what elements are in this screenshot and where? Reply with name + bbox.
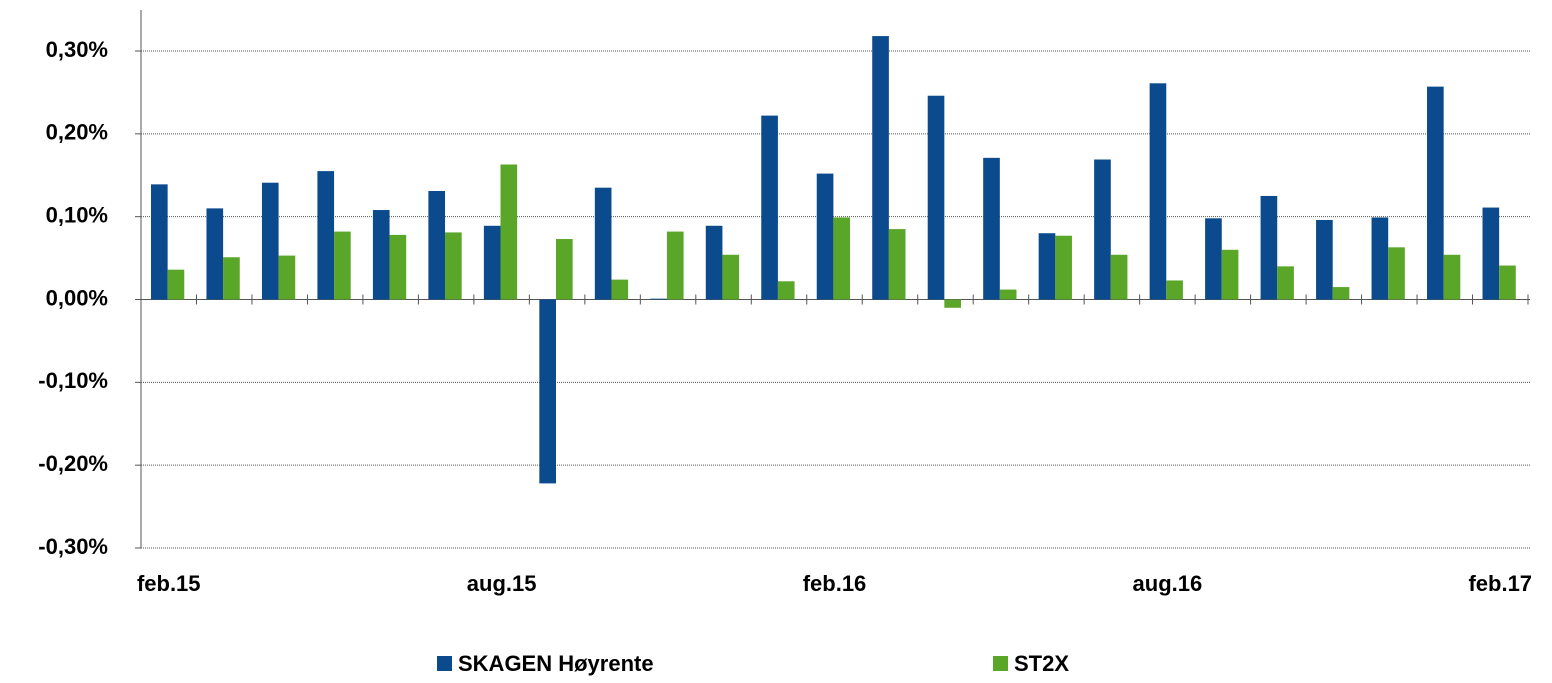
bar [1094, 159, 1111, 300]
bar [372, 210, 390, 300]
bar [1277, 266, 1294, 300]
bar [317, 171, 335, 300]
bar [888, 229, 906, 300]
bar [1371, 217, 1389, 300]
legend-label: ST2X [1014, 651, 1069, 676]
bar [1149, 83, 1167, 300]
bar [445, 232, 462, 300]
bar [223, 257, 240, 300]
bar [1055, 235, 1072, 300]
x-tick-label: feb.16 [803, 571, 867, 596]
bar [705, 225, 723, 300]
legend-swatch [993, 656, 1008, 671]
bar [167, 269, 185, 300]
bar [334, 231, 351, 300]
bar [1110, 254, 1128, 300]
y-tick-label: -0,10% [38, 368, 108, 393]
bar [872, 36, 889, 300]
y-tick-label: -0,30% [38, 534, 108, 559]
y-tick-label: 0,30% [46, 37, 108, 62]
x-tick-label: feb.15 [137, 571, 201, 596]
y-tick-label: 0,20% [46, 120, 108, 145]
bar [944, 299, 961, 308]
legend-swatch [437, 656, 452, 671]
bar [983, 157, 1000, 300]
bar [278, 255, 296, 300]
bar [777, 281, 795, 300]
bar [1205, 218, 1222, 300]
bar [666, 231, 684, 300]
bar [1482, 207, 1500, 300]
bar [1260, 195, 1278, 300]
bar [611, 279, 629, 300]
bar [650, 298, 667, 300]
bar [555, 239, 573, 300]
bar [539, 299, 556, 484]
bar [722, 254, 740, 300]
bar [1388, 247, 1405, 300]
bar [261, 182, 279, 300]
bar [927, 95, 945, 300]
bar [389, 234, 407, 300]
x-tick-label: aug.15 [467, 571, 537, 596]
y-tick-label: -0,20% [38, 451, 108, 476]
bar [483, 225, 501, 300]
bar [1316, 219, 1333, 300]
bar [500, 164, 518, 300]
bar [1221, 249, 1239, 300]
bar [428, 190, 446, 300]
bar [816, 173, 834, 300]
bar [833, 217, 851, 300]
y-tick-label: 0,00% [46, 285, 108, 310]
bar [1038, 233, 1056, 300]
legend-label: SKAGEN Høyrente [458, 651, 654, 676]
bar [761, 115, 778, 300]
y-tick-label: 0,10% [46, 202, 108, 227]
bar [594, 187, 612, 300]
bar [999, 289, 1017, 300]
bar [1166, 280, 1183, 300]
bar [206, 208, 224, 300]
bar [1443, 254, 1461, 300]
bar [150, 184, 168, 300]
x-tick-label: feb.17 [1468, 571, 1532, 596]
bar [1332, 287, 1350, 300]
bar [1427, 86, 1444, 300]
bar [1499, 265, 1516, 300]
x-tick-label: aug.16 [1133, 571, 1203, 596]
